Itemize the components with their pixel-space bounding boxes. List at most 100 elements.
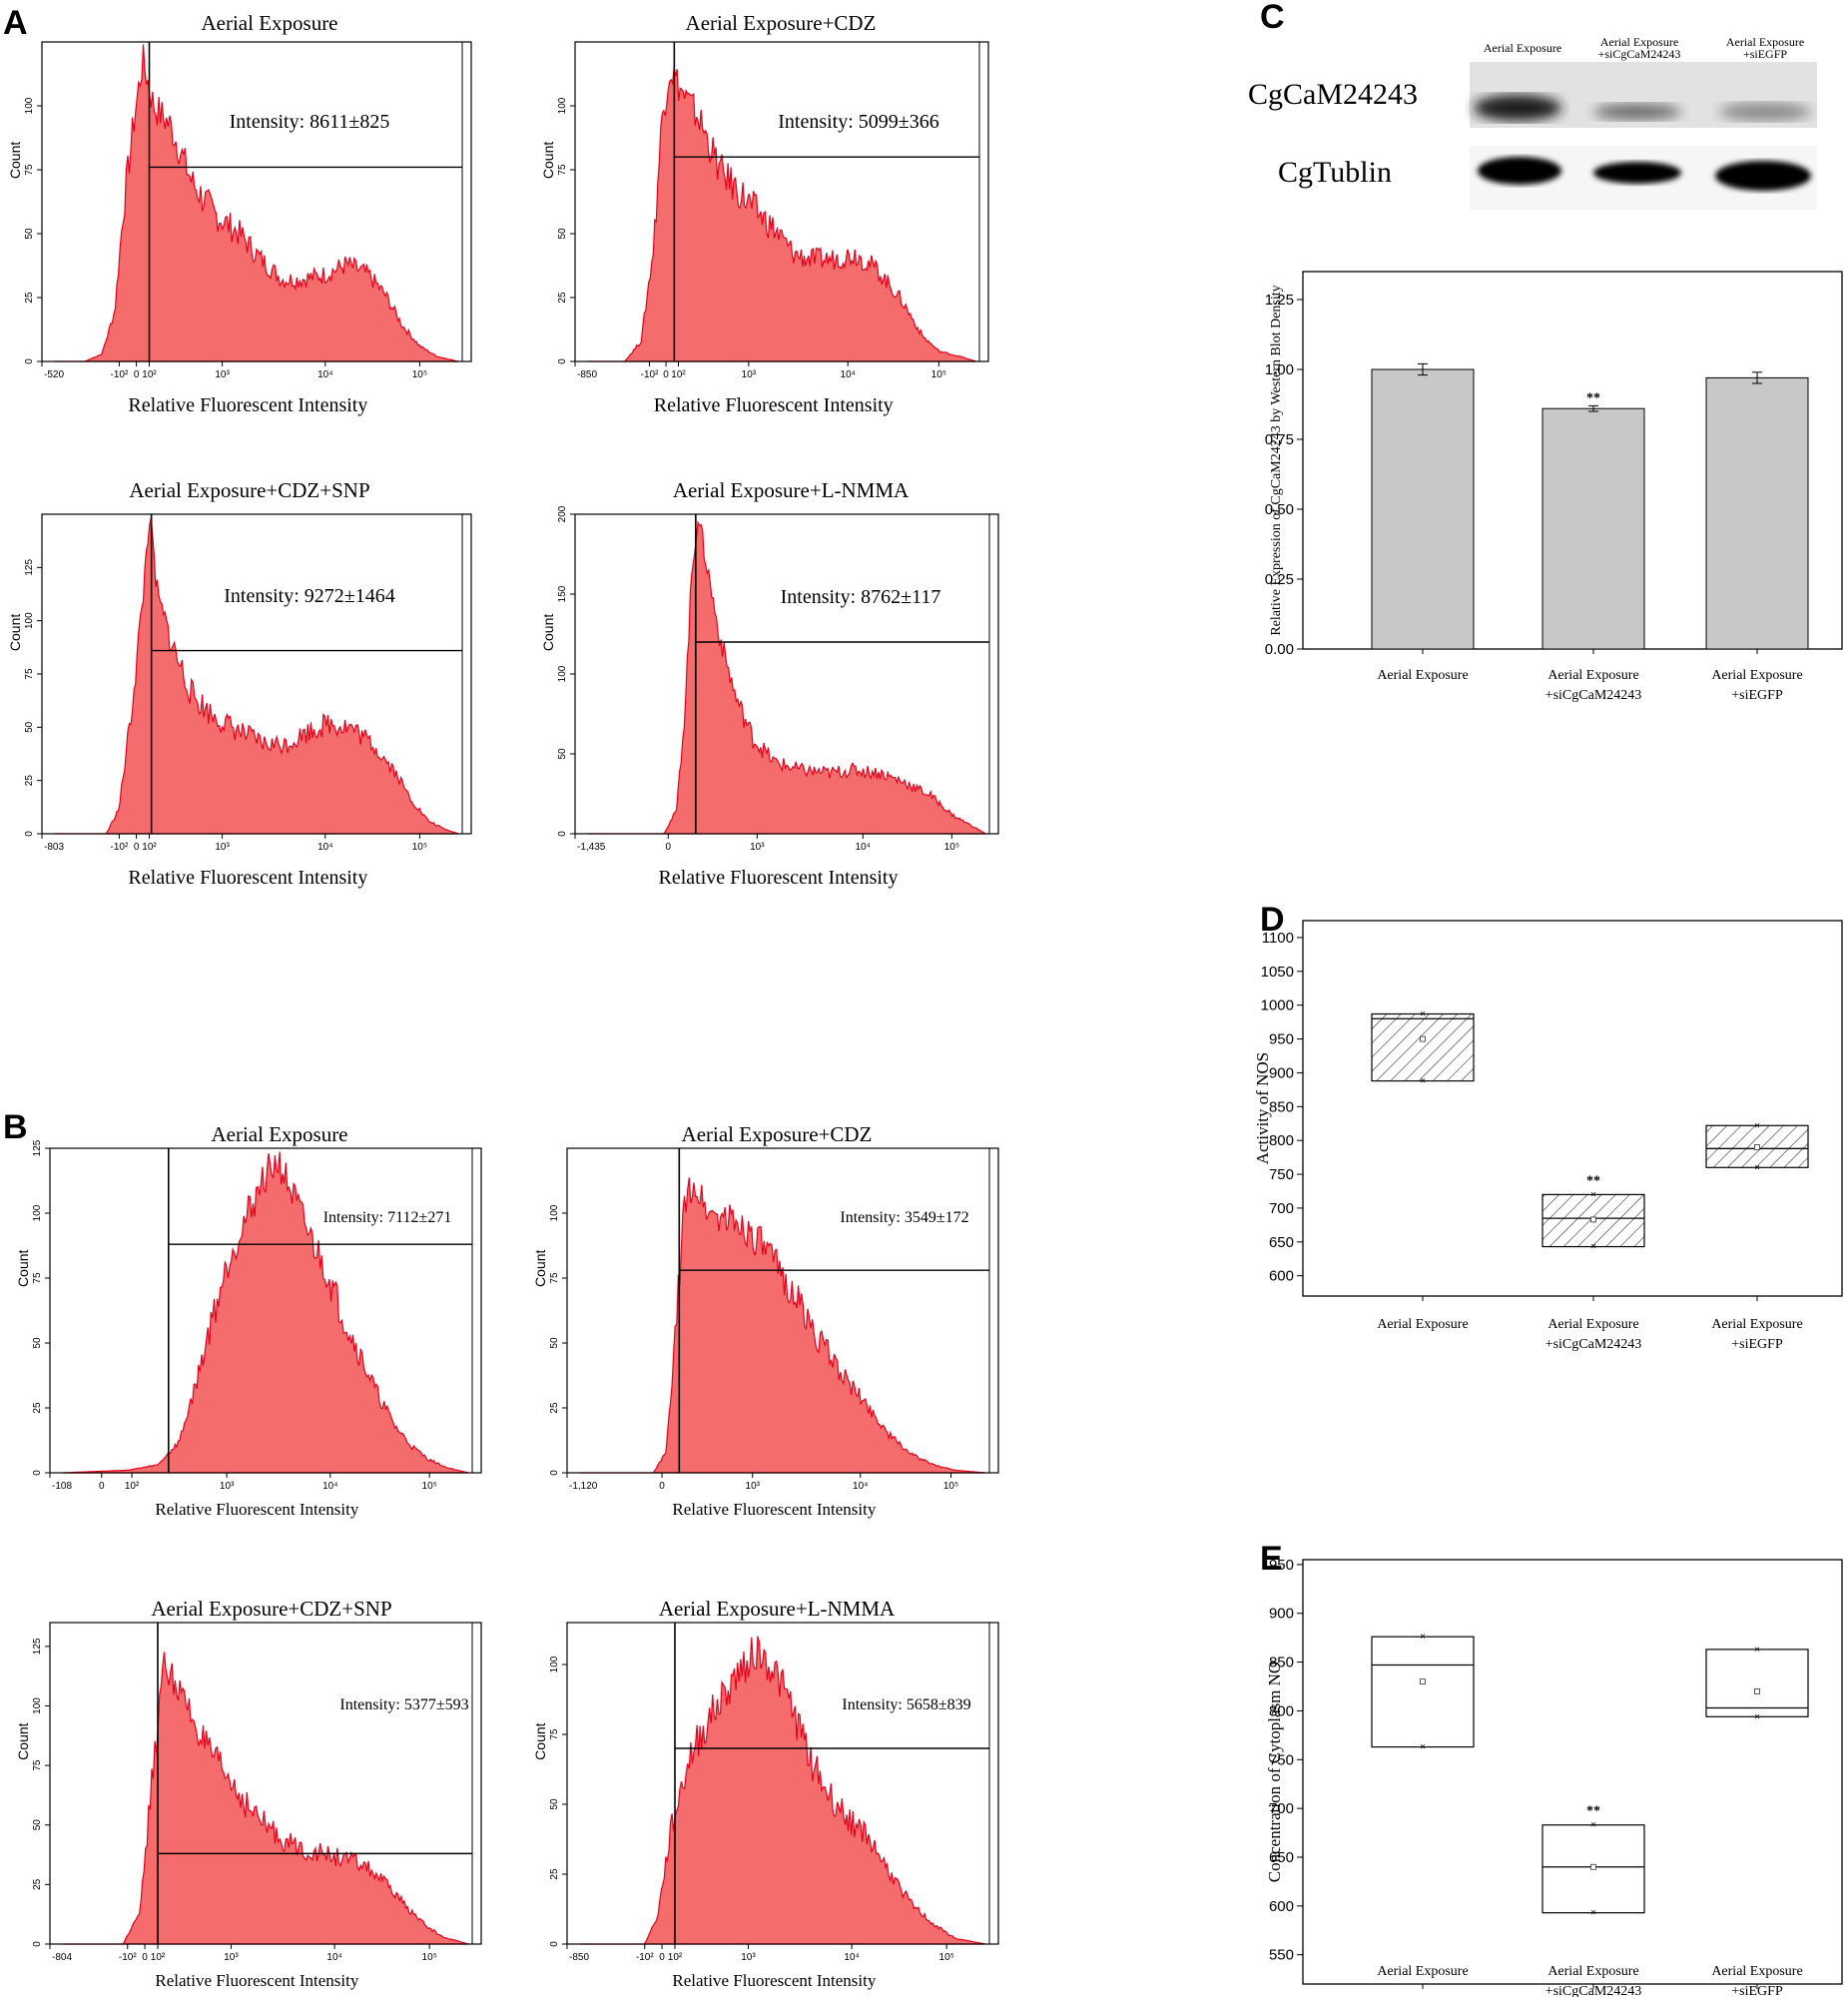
x-tick-label: -10² (111, 369, 129, 380)
histogram-title: Aerial Exposure (201, 11, 337, 35)
extreme-marker: × (1754, 1162, 1760, 1173)
histogram-area (54, 44, 459, 362)
y-tick-label: 0 (24, 831, 35, 837)
y-tick-label: 25 (32, 1878, 43, 1890)
y-tick-label: 75 (557, 164, 568, 176)
y-tick-label: 950 (1269, 1031, 1294, 1048)
y-tick-label: 100 (557, 665, 568, 682)
y-tick-label: 0.50 (1265, 501, 1294, 518)
histogram-area (54, 517, 459, 835)
y-tick-label: 25 (557, 292, 568, 304)
x-axis-title: Relative Fluorescent Intensity (155, 1971, 358, 1990)
y-tick-label: 75 (32, 1759, 43, 1771)
y-tick-label: 25 (24, 775, 35, 787)
x-tick-label: 0 (659, 1481, 665, 1492)
x-tick-label: 10⁴ (322, 1481, 337, 1492)
x-tick-label: -803 (44, 842, 64, 853)
x-tick-label: 10³ (746, 1481, 761, 1492)
category-label: Aerial Exposure +siEGFP (1711, 1964, 1802, 1997)
blot-band-tublin-1 (1478, 157, 1561, 185)
category-label: Aerial Exposure +siEGFP (1711, 1317, 1802, 1352)
y-tick-label: 0 (549, 1470, 560, 1476)
x-tick-label: 10⁴ (317, 369, 332, 380)
x-tick-label: 10⁵ (412, 369, 427, 380)
y-tick-label: 75 (549, 1272, 560, 1284)
y-axis-title: Count (15, 1722, 31, 1759)
extreme-marker: × (1754, 1711, 1760, 1722)
category-label: Aerial Exposure +siEGFP (1711, 668, 1802, 703)
x-tick-label: -10² (111, 842, 129, 853)
intensity-annotation: Intensity: 9272±1464 (224, 585, 395, 607)
blot-band-tublin-3 (1715, 161, 1811, 191)
bar (1705, 376, 1809, 650)
x-tick-label: -850 (577, 369, 597, 380)
x-tick-label: 10⁴ (326, 1952, 341, 1963)
blot-lane-header-2: Aerial Exposure +siCgCaM24243 (1598, 35, 1681, 61)
category-label: Aerial Exposure (1377, 1317, 1468, 1332)
x-tick-label: 10⁵ (422, 1481, 437, 1492)
extreme-marker: × (1420, 1076, 1426, 1087)
panel-label-a: A (3, 4, 28, 42)
x-tick-label: 10³ (215, 842, 230, 853)
plot-frame (566, 1622, 999, 1945)
y-tick-label: 50 (32, 1819, 43, 1831)
x-tick-label: 10⁴ (844, 1952, 859, 1963)
y-tick-label: 800 (1269, 1702, 1294, 1719)
y-tick-label: 650 (1269, 1849, 1294, 1866)
plot-frame (49, 1622, 482, 1945)
x-axis-title: Relative Fluorescent Intensity (654, 394, 894, 416)
extreme-marker: × (1420, 1008, 1426, 1019)
y-tick-label: 1050 (1261, 964, 1294, 981)
western-blot: Aerial Exposure Aerial Exposure +siCgCaM2… (1248, 35, 1817, 210)
mean-marker (1754, 1144, 1760, 1150)
histogram-4: 0 50 100 150 200 Count -1,435 0 10³ 10⁴ 10⁵ Aerial … (540, 478, 999, 889)
panel-label-d: D (1260, 901, 1285, 939)
mean-marker (1590, 1216, 1596, 1223)
y-tick-label: 0.25 (1265, 571, 1294, 588)
blot-band-cam-3 (1719, 103, 1811, 121)
panel-label-b: B (3, 1108, 28, 1146)
histogram-title: Aerial Exposure (211, 1122, 347, 1146)
y-tick-label: 0 (32, 1470, 43, 1476)
y-tick-label: 50 (32, 1337, 43, 1349)
x-tick-label: 0 (663, 369, 669, 380)
y-tick-label: 850 (1269, 1098, 1294, 1115)
y-tick-label: 900 (1269, 1064, 1294, 1081)
y-tick-label: 750 (1269, 1751, 1294, 1768)
y-axis-title: Relative Expression of CgCaM24243 by Wes… (1269, 285, 1284, 635)
x-tick-label: 10⁴ (853, 1481, 868, 1492)
x-tick-label: 10³ (215, 369, 230, 380)
x-axis-title: Relative Fluorescent Intensity (128, 394, 367, 416)
x-tick-label: 10⁴ (841, 369, 856, 380)
x-tick-label: 10³ (741, 1952, 756, 1963)
x-axis-title: Relative Fluorescent Intensity (659, 867, 899, 889)
y-tick-label: 950 (1269, 1557, 1294, 1574)
extreme-marker: × (1420, 1742, 1426, 1753)
y-tick-label: 25 (549, 1402, 560, 1414)
extreme-marker: × (1590, 1242, 1596, 1253)
box (1371, 1012, 1475, 1082)
y-tick-label: 900 (1269, 1606, 1294, 1623)
category-label: Aerial Exposure (1377, 1964, 1468, 1979)
mean-marker (1420, 1035, 1426, 1042)
y-tick-label: 1.25 (1265, 292, 1294, 309)
y-tick-label: 75 (24, 164, 35, 176)
y-tick-label: 700 (1269, 1200, 1294, 1217)
histogram-title: Aerial Exposure+L-NMMA (673, 478, 910, 502)
bar (1541, 407, 1645, 650)
x-tick-label: 0 (659, 1952, 665, 1963)
histogram-title: Aerial Exposure+CDZ (682, 1122, 873, 1146)
y-axis-title: Count (7, 614, 23, 651)
x-tick-label: 0 (99, 1481, 105, 1492)
extreme-marker: × (1590, 1908, 1596, 1919)
extreme-marker: × (1420, 1632, 1426, 1643)
y-tick-label: 1000 (1261, 998, 1294, 1014)
y-tick-label: 1.00 (1265, 361, 1294, 378)
extreme-marker: × (1754, 1120, 1760, 1131)
x-tick-label: 10² (668, 1952, 683, 1963)
histogram-6: 0 25 50 75 100 Count -1,120 0 10³ 10⁴ 10⁵ Aerial Ex… (532, 1122, 999, 1519)
x-tick-label: -10² (636, 1952, 654, 1963)
